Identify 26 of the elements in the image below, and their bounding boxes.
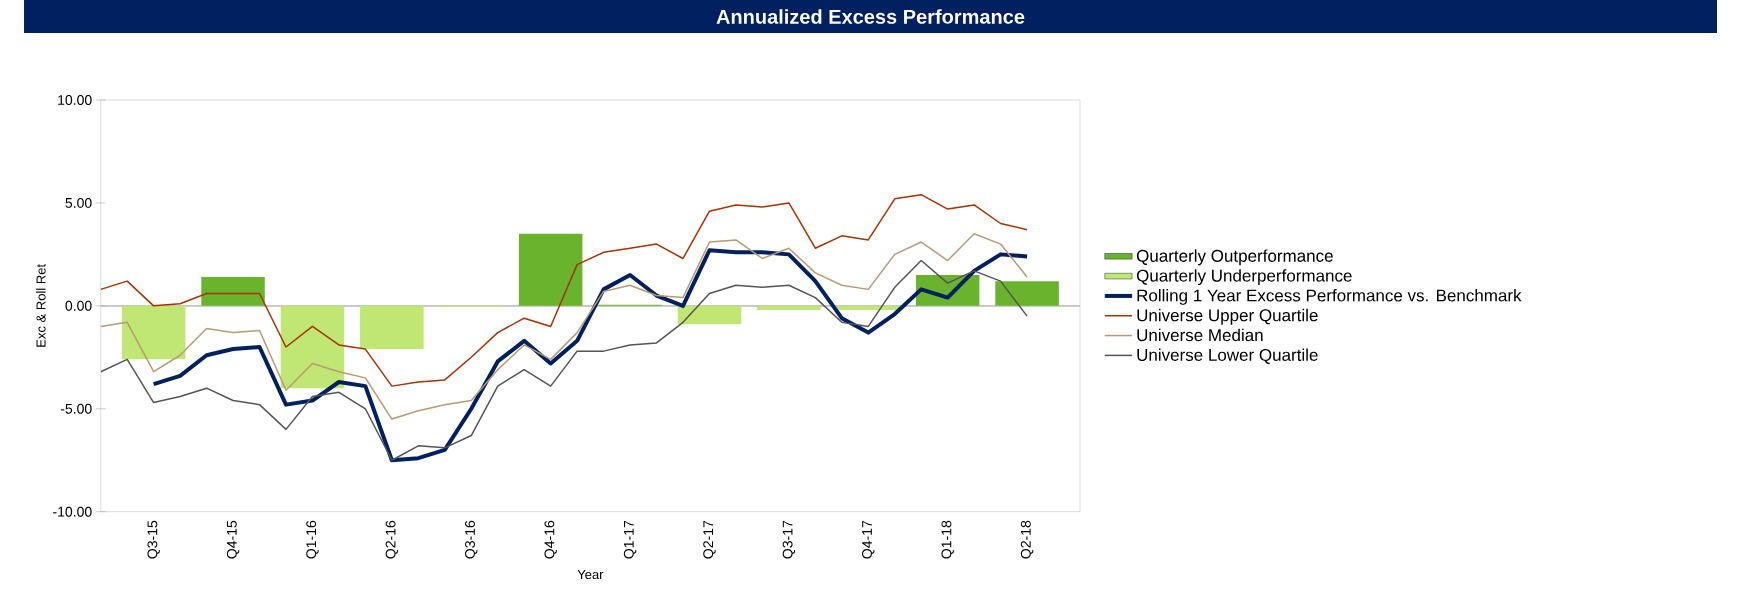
y-axis-title: Exc & Roll Ret <box>36 264 46 347</box>
x-tick-label: Q2-18 <box>1020 520 1034 559</box>
legend-label: Quarterly Outperformance <box>1136 249 1333 266</box>
x-tick-label: Q1-18 <box>941 520 954 559</box>
y-tick-label: -5.00 <box>60 403 92 414</box>
y-tick-label: 5.00 <box>65 197 92 208</box>
x-tick-label: Q1-17 <box>623 520 637 559</box>
x-tick-label: Q1-16 <box>306 520 319 559</box>
x-tick-label: Q2-16 <box>385 520 399 559</box>
chart-title: Annualized Excess Performance <box>716 9 1025 24</box>
y-tick-label: -10.00 <box>53 506 92 517</box>
x-tick-label: Q3-17 <box>782 520 796 559</box>
x-tick-label: Q4-16 <box>544 520 557 559</box>
y-tick-label: 10.00 <box>58 95 92 105</box>
x-tick-label: Q3-16 <box>465 520 478 559</box>
x-axis-title: Year <box>577 570 604 580</box>
legend-label: Universe Median <box>1137 328 1263 342</box>
y-tick-label: 0.00 <box>65 300 92 311</box>
x-tick-label: Q2-17 <box>703 520 716 559</box>
legend-label: Universe Upper Quartile <box>1137 308 1318 325</box>
legend-label: Quarterly Underperformance <box>1136 269 1352 286</box>
legend-label: Universe Lower Quartile <box>1137 348 1318 365</box>
legend-label: Rolling 1 Year Excess Performance vs. Benchmark <box>1137 289 1522 305</box>
x-tick-label: Q3-15 <box>147 520 160 559</box>
x-tick-label: Q4-15 <box>226 520 240 559</box>
x-tick-label: Q4-17 <box>862 520 875 559</box>
